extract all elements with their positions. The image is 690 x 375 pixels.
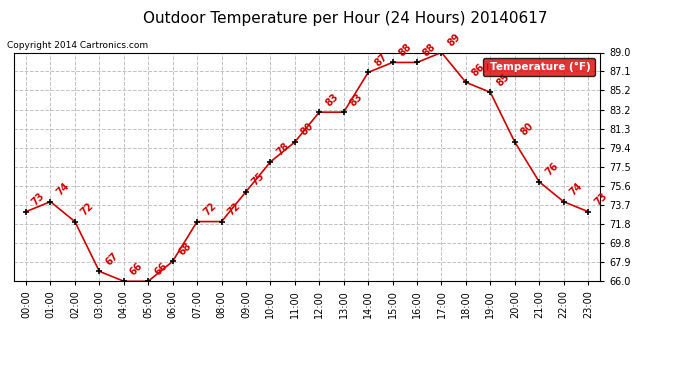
Text: 88: 88 bbox=[421, 42, 438, 58]
Text: 72: 72 bbox=[226, 201, 242, 217]
Text: 83: 83 bbox=[324, 91, 340, 108]
Text: 74: 74 bbox=[55, 181, 71, 198]
Text: Copyright 2014 Cartronics.com: Copyright 2014 Cartronics.com bbox=[7, 41, 148, 50]
Text: 72: 72 bbox=[201, 201, 218, 217]
Text: 80: 80 bbox=[299, 121, 316, 138]
Legend: Temperature (°F): Temperature (°F) bbox=[483, 58, 595, 76]
Text: 86: 86 bbox=[470, 62, 486, 78]
Text: 87: 87 bbox=[373, 51, 389, 68]
Text: 72: 72 bbox=[79, 201, 96, 217]
Text: 66: 66 bbox=[128, 261, 144, 277]
Text: 85: 85 bbox=[495, 71, 511, 88]
Text: 78: 78 bbox=[275, 141, 291, 158]
Text: Outdoor Temperature per Hour (24 Hours) 20140617: Outdoor Temperature per Hour (24 Hours) … bbox=[143, 11, 547, 26]
Text: 67: 67 bbox=[104, 251, 120, 267]
Text: 76: 76 bbox=[543, 161, 560, 178]
Text: 80: 80 bbox=[519, 121, 535, 138]
Text: 88: 88 bbox=[397, 42, 413, 58]
Text: 89: 89 bbox=[446, 32, 462, 48]
Text: 73: 73 bbox=[592, 191, 609, 207]
Text: 68: 68 bbox=[177, 240, 193, 257]
Text: 73: 73 bbox=[30, 191, 47, 207]
Text: 83: 83 bbox=[348, 91, 364, 108]
Text: 66: 66 bbox=[152, 261, 169, 277]
Text: 75: 75 bbox=[250, 171, 267, 188]
Text: 74: 74 bbox=[568, 181, 584, 198]
